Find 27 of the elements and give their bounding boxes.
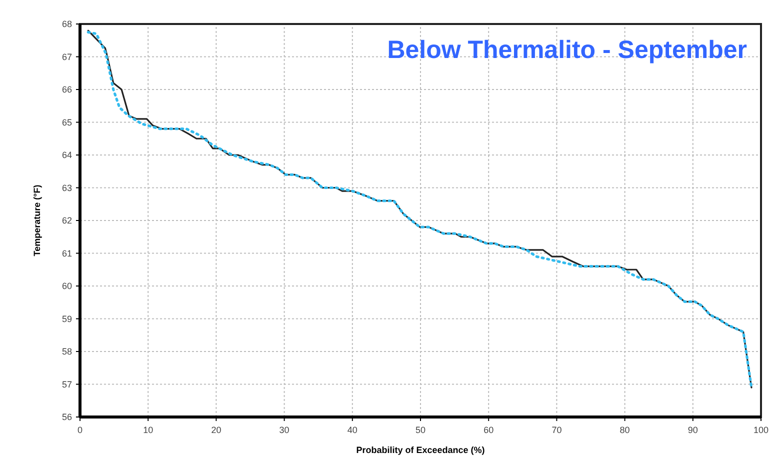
y-tick-label: 66: [62, 84, 72, 94]
text: Below Thermalito - September: [387, 36, 748, 64]
x-tick-label: 10: [143, 425, 154, 435]
x-tick-label: 60: [484, 425, 494, 435]
y-tick-label: 63: [62, 182, 72, 193]
x-tick-label: 70: [552, 425, 562, 435]
y-axis-title: Temperature (°F): [32, 184, 42, 256]
y-tick-label: 67: [62, 52, 72, 62]
y-tick-label: 64: [62, 150, 72, 160]
x-tick-label: 20: [211, 425, 222, 435]
y-tick-label: 62: [62, 216, 72, 226]
y-tick-label: 61: [62, 248, 72, 258]
y-tick-label: 56: [62, 412, 72, 422]
x-tick-label: 90: [688, 425, 698, 435]
y-tick-label: 68: [62, 19, 72, 29]
y-tick-label: 60: [62, 281, 72, 291]
x-axis-title: Probability of Exceedance (%): [356, 445, 485, 455]
x-tick-label: 30: [279, 425, 290, 435]
x-tick-label: 50: [415, 425, 426, 435]
y-tick-label: 58: [62, 346, 72, 356]
x-tick-label: 80: [620, 425, 630, 435]
x-tick-label: 0: [77, 425, 83, 435]
y-tick-label: 65: [62, 117, 72, 128]
x-tick-label: 40: [347, 425, 358, 435]
y-tick-label: 59: [62, 314, 72, 324]
x-tick-label: 100: [753, 425, 769, 435]
y-tick-label: 57: [62, 379, 72, 390]
